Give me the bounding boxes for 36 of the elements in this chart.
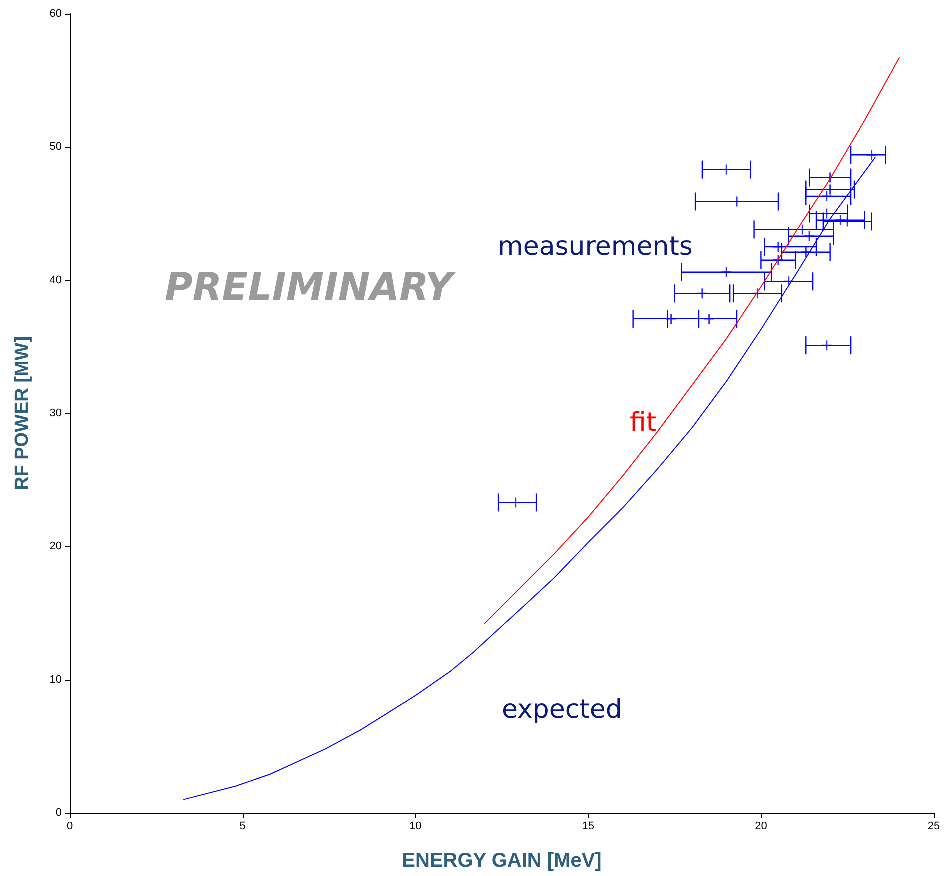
annotation: expected	[502, 695, 622, 725]
x-axis-title: ENERGY GAIN [MeV]	[402, 850, 602, 872]
y-tick-label: 60	[50, 8, 62, 20]
x-tick-label: 10	[409, 820, 422, 832]
point	[752, 288, 764, 300]
annotation: measurements	[498, 232, 693, 262]
annotation: fit	[630, 408, 657, 438]
y-tick-label: 50	[50, 141, 62, 154]
y-tick-label: 40	[50, 274, 62, 286]
point	[824, 184, 836, 196]
y-tick-label: 0	[56, 807, 62, 819]
point	[783, 276, 795, 288]
point	[510, 496, 522, 508]
point	[821, 208, 833, 220]
point	[824, 172, 836, 184]
x-tick-label: 25	[928, 820, 940, 832]
y-tick-label: 10	[50, 674, 62, 686]
y-tick-label: 20	[50, 540, 62, 553]
point	[704, 313, 716, 325]
point	[821, 340, 833, 352]
x-tick-label: 0	[66, 820, 74, 832]
point	[666, 313, 678, 325]
point	[772, 241, 784, 253]
y-tick-label: 30	[50, 408, 62, 420]
x-tick-label: 20	[755, 820, 768, 832]
point	[821, 190, 833, 202]
point	[696, 288, 708, 300]
point	[731, 196, 743, 208]
annotation: PRELIMINARY	[165, 265, 456, 309]
point	[720, 266, 732, 278]
point	[800, 246, 812, 258]
x-tick-label: 5	[240, 820, 246, 832]
y-axis-title: RF POWER [MW]	[12, 336, 33, 491]
x-tick-label: 15	[582, 820, 595, 832]
point	[720, 164, 732, 176]
line-series	[484, 57, 900, 624]
